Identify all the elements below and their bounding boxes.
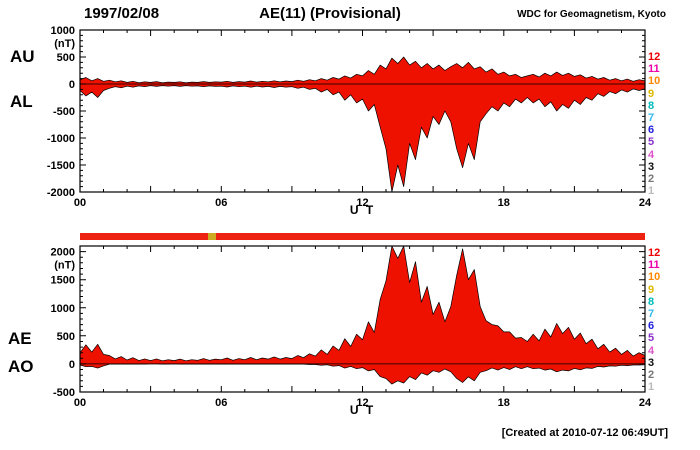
x-axis-label-bottom: U T bbox=[349, 403, 376, 417]
svg-text:0: 0 bbox=[69, 79, 75, 91]
station-count-3: 3 bbox=[648, 160, 655, 173]
station-count-3: 3 bbox=[648, 356, 655, 369]
svg-text:0: 0 bbox=[69, 359, 75, 371]
svg-text:18: 18 bbox=[498, 397, 510, 409]
station-count-4: 4 bbox=[648, 148, 655, 161]
svg-text:-2000: -2000 bbox=[47, 187, 75, 199]
svg-text:1000: 1000 bbox=[51, 25, 75, 37]
station-count-7: 7 bbox=[648, 111, 655, 124]
series-label-al: AL bbox=[10, 92, 33, 111]
svg-text:-1500: -1500 bbox=[47, 160, 75, 172]
station-count-8: 8 bbox=[648, 295, 655, 308]
station-count-9: 9 bbox=[648, 283, 655, 296]
station-scale-top: 12 11 10 9 8 7 6 5 4 3 2 1 bbox=[648, 51, 672, 197]
data-quality-bar bbox=[80, 233, 645, 240]
svg-text:(nT): (nT) bbox=[54, 260, 75, 272]
x-axis-label-top: U T bbox=[349, 203, 376, 217]
svg-text:1500: 1500 bbox=[51, 275, 75, 287]
svg-text:-500: -500 bbox=[53, 106, 75, 118]
station-count-10: 10 bbox=[648, 271, 661, 284]
plot-date: 1997/02/08 bbox=[84, 5, 160, 22]
station-scale-bottom: 12 11 10 9 8 7 6 5 4 3 2 1 bbox=[648, 247, 672, 393]
svg-text:24: 24 bbox=[639, 197, 652, 209]
station-count-1: 1 bbox=[648, 381, 655, 394]
svg-text:06: 06 bbox=[215, 197, 227, 209]
station-count-8: 8 bbox=[648, 99, 655, 112]
svg-text:-500: -500 bbox=[53, 387, 75, 399]
station-count-5: 5 bbox=[648, 136, 655, 149]
svg-text:06: 06 bbox=[215, 397, 227, 409]
svg-text:12: 12 bbox=[356, 197, 368, 209]
svg-text:1000: 1000 bbox=[51, 303, 75, 315]
station-count-11: 11 bbox=[648, 63, 660, 76]
station-count-2: 2 bbox=[648, 172, 655, 185]
station-count-5: 5 bbox=[648, 332, 655, 345]
created-timestamp: [Created at 2010-07-12 06:49UT] bbox=[501, 427, 668, 439]
svg-text:00: 00 bbox=[74, 397, 86, 409]
station-count-4: 4 bbox=[648, 344, 655, 357]
quality-bar-gap-mark bbox=[208, 233, 217, 240]
station-count-1: 1 bbox=[648, 185, 655, 198]
station-count-2: 2 bbox=[648, 368, 655, 381]
station-count-6: 6 bbox=[648, 320, 655, 333]
svg-text:18: 18 bbox=[498, 197, 510, 209]
station-count-12: 12 bbox=[648, 247, 661, 259]
svg-text:2000: 2000 bbox=[51, 247, 75, 259]
svg-text:00: 00 bbox=[74, 197, 86, 209]
station-count-6: 6 bbox=[648, 124, 655, 137]
station-count-11: 11 bbox=[648, 259, 660, 272]
series-label-au: AU bbox=[10, 47, 35, 66]
svg-text:500: 500 bbox=[57, 331, 75, 343]
station-count-7: 7 bbox=[648, 307, 655, 320]
plot-title: AE(11) (Provisional) bbox=[259, 5, 401, 22]
svg-text:(nT): (nT) bbox=[54, 38, 75, 50]
station-count-9: 9 bbox=[648, 87, 655, 100]
svg-text:12: 12 bbox=[356, 397, 368, 409]
svg-text:24: 24 bbox=[639, 397, 652, 409]
svg-text:-1000: -1000 bbox=[47, 133, 75, 145]
station-count-12: 12 bbox=[648, 51, 661, 63]
svg-text:500: 500 bbox=[57, 52, 75, 64]
series-label-ao: AO bbox=[8, 357, 34, 376]
station-count-10: 10 bbox=[648, 75, 661, 88]
series-label-ae: AE bbox=[8, 329, 32, 348]
data-source: WDC for Geomagnetism, Kyoto bbox=[517, 9, 666, 20]
